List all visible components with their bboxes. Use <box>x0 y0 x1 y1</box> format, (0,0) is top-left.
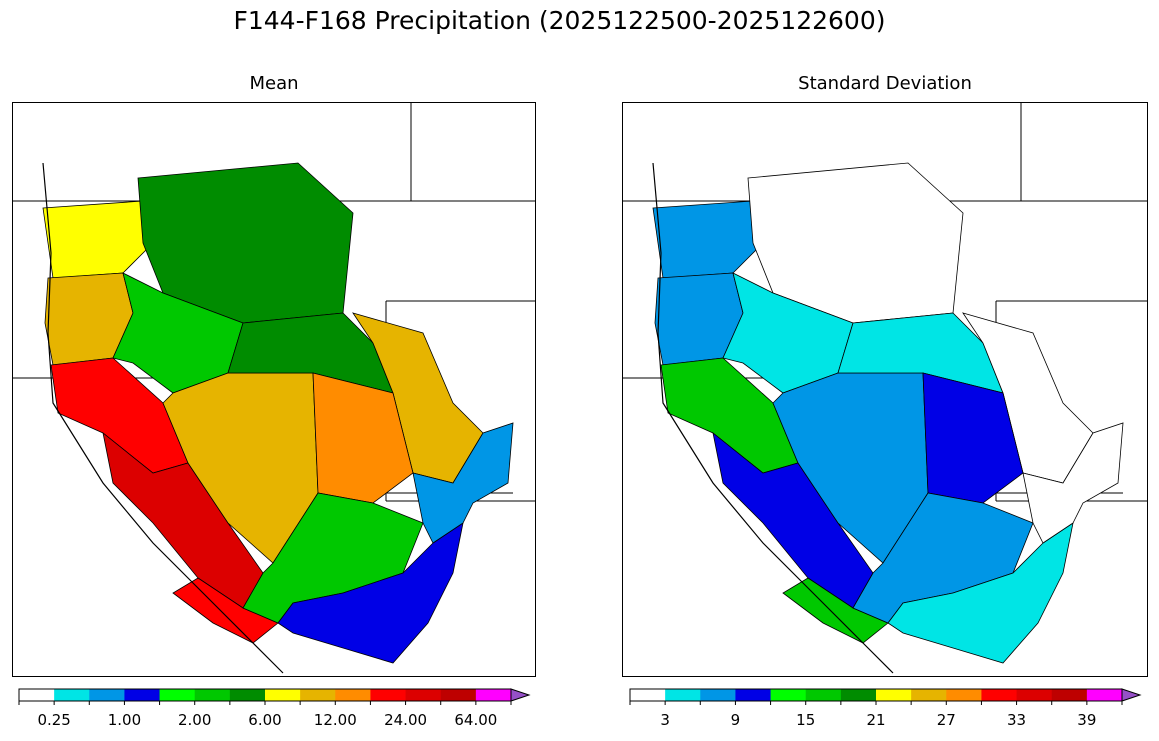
mean-colorbar-tick-label: 2.00 <box>178 711 212 729</box>
stddev-colorbar-bin <box>630 689 666 701</box>
mean-colorbar-bin <box>440 689 477 701</box>
mean-region-new-mexico-south <box>412 422 514 544</box>
mean-map-svg <box>13 103 535 674</box>
mean-coastline <box>42 162 284 674</box>
stddev-colorbar-bin <box>665 689 701 701</box>
mean-map <box>12 102 536 677</box>
mean-colorbar-bin <box>124 689 161 701</box>
mean-colorbar-bin <box>54 689 90 701</box>
mean-colorbar-bin <box>405 689 442 701</box>
mean-colorbar-bin <box>194 689 231 701</box>
mean-colorbar-tick-label: 64.00 <box>454 711 498 729</box>
stddev-colorbar-bin <box>1051 689 1088 701</box>
stddev-colorbar-tick-label: 39 <box>1077 711 1097 729</box>
mean-colorbar-bin <box>300 689 336 701</box>
mean-region-southern-arizona <box>277 522 464 664</box>
stddev-colorbar-bin <box>805 689 842 701</box>
stddev-colorbar <box>629 688 1142 705</box>
stddev-colorbar-tick-label: 27 <box>936 711 956 729</box>
stddev-colorbar-bin <box>876 689 912 701</box>
stddev-panel-title: Standard Deviation <box>798 73 972 94</box>
mean-colorbar-tick-label: 24.00 <box>384 711 428 729</box>
stddev-colorbar-extend-arrow <box>1121 688 1142 702</box>
mean-colorbar-bin <box>19 689 55 701</box>
stddev-region-southern-arizona <box>887 522 1074 664</box>
stddev-coastline <box>652 162 894 674</box>
stddev-colorbar-tick-label: 3 <box>660 711 670 729</box>
mean-colorbar-bin <box>475 689 512 701</box>
mean-colorbar-tick-label: 6.00 <box>248 711 282 729</box>
stddev-colorbar-tick-label: 9 <box>730 711 741 729</box>
stddev-colorbar-bin <box>911 689 947 701</box>
stddev-region-new-mexico-south <box>1022 422 1124 544</box>
mean-colorbar-svg <box>18 688 531 705</box>
stddev-map <box>622 102 1148 677</box>
mean-colorbar-bin <box>265 689 301 701</box>
mean-colorbar-tick-label: 1.00 <box>107 711 142 729</box>
mean-colorbar-bin <box>89 689 125 701</box>
stddev-colorbar-bin <box>1016 689 1053 701</box>
stddev-map-svg <box>623 103 1147 674</box>
stddev-colorbar-bin <box>946 689 982 701</box>
mean-colorbar <box>18 688 531 705</box>
stddev-region-utah-wasatch <box>922 372 1024 504</box>
mean-colorbar-bin <box>335 689 371 701</box>
mean-region-utah-wasatch <box>312 372 414 504</box>
stddev-colorbar-tick-label: 15 <box>796 711 816 729</box>
stddev-colorbar-bin <box>1086 689 1123 701</box>
stddev-colorbar-tick-label: 21 <box>866 711 886 729</box>
mean-panel-title: Mean <box>249 73 299 94</box>
stddev-colorbar-bin <box>735 689 772 701</box>
mean-colorbar-tick-label: 12.00 <box>313 711 357 729</box>
stddev-region-northern-washington-coast <box>652 200 764 279</box>
mean-colorbar-extend-arrow <box>510 688 531 702</box>
mean-region-northern-washington-coast <box>42 200 154 279</box>
stddev-colorbar-tick-label: 33 <box>1007 711 1027 729</box>
mean-colorbar-tick-label: 0.25 <box>37 711 71 729</box>
stddev-colorbar-bin <box>770 689 807 701</box>
mean-colorbar-bin <box>229 689 266 701</box>
stddev-colorbar-bin <box>981 689 1018 701</box>
figure-title: F144-F168 Precipitation (2025122500-2025… <box>233 6 886 35</box>
stddev-colorbar-bin <box>700 689 736 701</box>
stddev-colorbar-bin <box>840 689 877 701</box>
stddev-colorbar-svg <box>629 688 1142 705</box>
mean-colorbar-bin <box>159 689 196 701</box>
mean-colorbar-bin <box>370 689 407 701</box>
